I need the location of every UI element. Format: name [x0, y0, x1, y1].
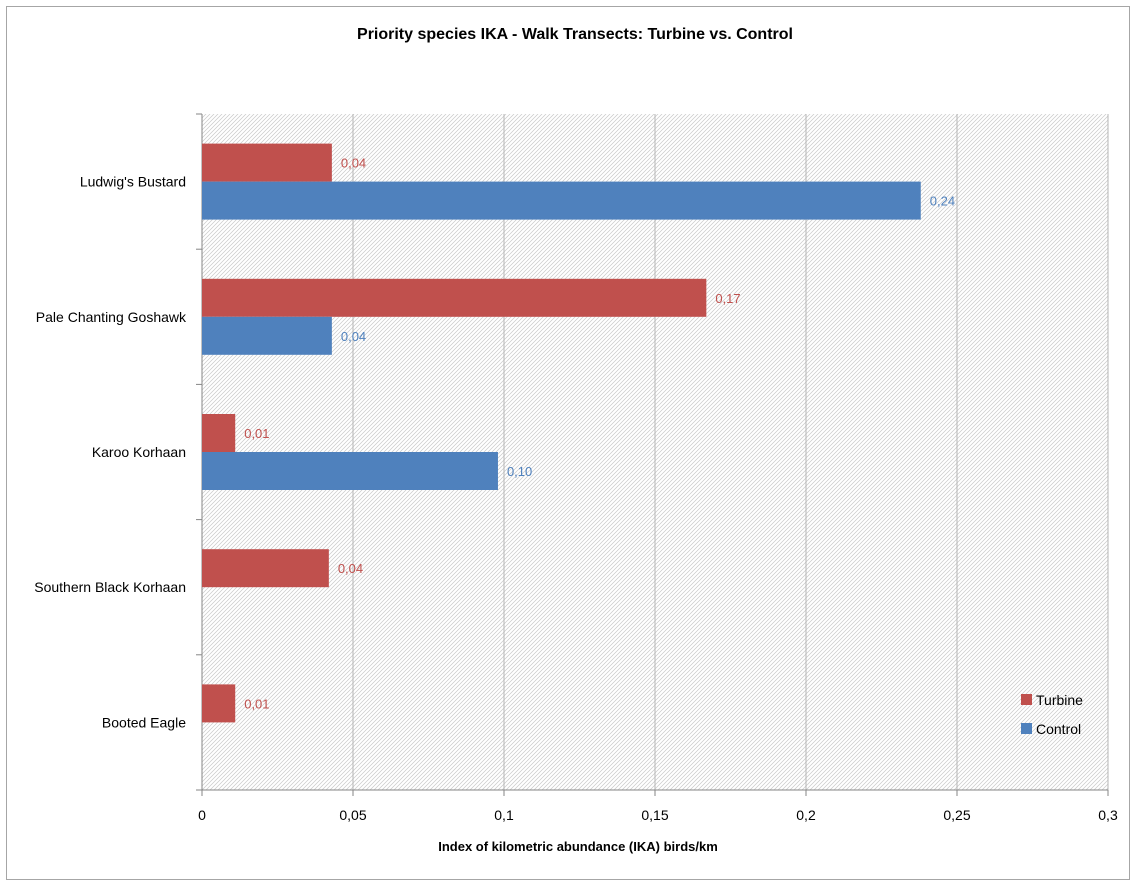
data-label: 0,17 [715, 291, 740, 306]
category-label: Booted Eagle [102, 714, 186, 730]
x-tick-label: 0,15 [641, 807, 668, 823]
category-label: Pale Chanting Goshawk [36, 309, 187, 325]
x-tick-label: 0,3 [1098, 807, 1118, 823]
x-tick-label: 0 [198, 807, 206, 823]
legend: Turbine Control [1021, 692, 1083, 737]
category-label: Southern Black Korhaan [34, 579, 186, 595]
bar-turbine [202, 278, 707, 317]
x-tick-label: 0,2 [796, 807, 816, 823]
data-labels: 0,04 0,24 0,17 0,04 0,01 0,10 0,04 0,01 [244, 156, 955, 712]
data-label: 0,10 [507, 464, 532, 479]
legend-swatch-control [1021, 723, 1032, 734]
data-label: 0,01 [244, 426, 269, 441]
data-label: 0,24 [930, 194, 955, 209]
bar-turbine [202, 414, 236, 452]
axes: 0 0,05 0,1 0,15 0,2 0,25 0,3 Ludwig's Bustard Pa… [34, 113, 1118, 823]
bar-turbine [202, 549, 329, 588]
x-tick-label: 0,1 [494, 807, 514, 823]
category-label: Ludwig's Bustard [80, 174, 186, 190]
x-tick-label: 0,25 [943, 807, 970, 823]
data-label: 0,04 [341, 156, 366, 171]
bar-control [202, 181, 921, 220]
bar-turbine [202, 143, 332, 182]
data-label: 0,01 [244, 696, 269, 711]
bar-turbine [202, 684, 236, 723]
gridlines [352, 114, 1109, 790]
bars [202, 143, 921, 723]
bar-control [202, 452, 498, 490]
x-tick-label: 0,05 [339, 807, 366, 823]
legend-swatch-turbine [1021, 694, 1032, 705]
data-label: 0,04 [338, 561, 363, 576]
x-axis-title: Index of kilometric abundance (IKA) bird… [438, 839, 718, 854]
legend-label-control: Control [1036, 721, 1081, 737]
bar-control [202, 316, 332, 355]
data-label: 0,04 [341, 329, 366, 344]
legend-label-turbine: Turbine [1036, 692, 1083, 708]
category-label: Karoo Korhaan [92, 444, 186, 460]
chart-title: Priority species IKA - Walk Transects: T… [357, 26, 793, 43]
